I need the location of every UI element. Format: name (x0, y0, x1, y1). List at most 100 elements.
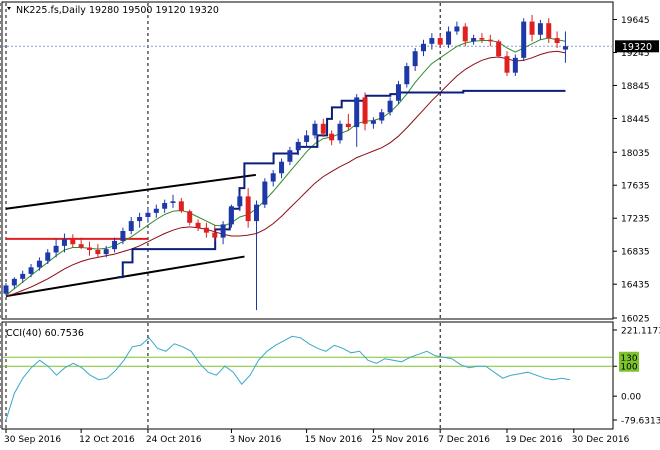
bear-candle (195, 222, 201, 228)
bear-candle (187, 211, 193, 223)
bull-candle (3, 285, 9, 294)
bear-candle (496, 41, 502, 57)
bull-candle (562, 46, 568, 50)
cci-title: CCI(40) 60.7536 (6, 328, 84, 339)
price-tick-label: 16435 (621, 281, 650, 291)
bull-candle (412, 51, 418, 67)
price-tick-label: 17635 (621, 182, 650, 192)
bear-candle (504, 56, 510, 73)
price-tick-label: 18445 (621, 115, 650, 125)
bull-candle (20, 273, 26, 279)
symbol-title: NK225.fs,Daily (16, 5, 86, 16)
bull-candle (395, 84, 401, 101)
bull-candle (36, 260, 42, 268)
bull-candle (304, 135, 310, 142)
date-tick-label: 3 Nov 2016 (229, 435, 281, 445)
collapse-arrow-icon[interactable] (7, 7, 11, 10)
date-tick-label: 25 Nov 2016 (371, 435, 429, 445)
bull-candle (429, 38, 435, 44)
bull-candle (228, 206, 234, 225)
price-panel-frame (1, 1, 614, 320)
bull-candle (512, 57, 518, 73)
date-tick-label: 30 Dec 2016 (572, 435, 630, 445)
bull-candle (270, 173, 276, 182)
slow-moving-average-line (5, 50, 566, 297)
bear-candle (479, 38, 485, 40)
date-tick-label: 7 Dec 2016 (438, 435, 490, 445)
bull-candle (220, 224, 226, 238)
bull-candle (11, 278, 17, 286)
bull-candle (112, 240, 118, 250)
trendline (5, 173, 256, 210)
bull-candle (454, 26, 460, 32)
fast-moving-average-line (5, 37, 566, 296)
bull-candle (137, 216, 143, 222)
bear-candle (546, 23, 552, 39)
cci-level-tag (619, 351, 639, 363)
bull-candle (387, 100, 393, 113)
cci-line (5, 335, 571, 421)
price-tick-label: 16025 (621, 315, 650, 325)
date-tick-label: 19 Dec 2016 (505, 435, 563, 445)
chart-header: NK225.fs,Daily 19280 19500 19120 19320 (7, 5, 219, 16)
bull-candle (471, 38, 477, 42)
bull-candle (170, 201, 176, 203)
bull-candle (537, 23, 543, 35)
date-tick-label: 15 Nov 2016 (305, 435, 363, 445)
bear-candle (78, 244, 84, 248)
price-tick-label: 16835 (621, 248, 650, 258)
cci-level-tag (619, 360, 639, 372)
bear-candle (95, 249, 101, 255)
bear-candle (345, 123, 351, 128)
date-tick-label: 12 Oct 2016 (79, 435, 135, 445)
bull-candle (153, 208, 159, 213)
bull-candle (262, 181, 268, 205)
cci-tick-label: 221.1173 (621, 327, 660, 337)
last-price-label: 19320 (622, 42, 652, 53)
bull-candle (103, 249, 109, 255)
candles (3, 14, 568, 311)
cci-level-label: 130 (620, 354, 637, 364)
bull-candle (521, 21, 527, 58)
bull-candle (379, 112, 385, 121)
bear-candle (212, 232, 218, 238)
bull-candle (337, 123, 343, 141)
bull-candle (370, 120, 376, 124)
bear-candle (178, 201, 184, 212)
price-tick-label: 18035 (621, 149, 650, 159)
cci-plot (3, 335, 612, 421)
bear-candle (487, 39, 493, 42)
bull-candle (354, 97, 360, 128)
trendline (5, 255, 245, 298)
bull-candle (237, 196, 243, 207)
bull-candle (254, 204, 259, 222)
bull-candle (446, 31, 452, 45)
bear-candle (203, 227, 209, 233)
bear-candle (437, 38, 443, 45)
bull-candle (145, 212, 151, 217)
bull-candle (287, 150, 293, 162)
cci-tick-label: 0.00 (621, 393, 641, 403)
date-tick-label: 30 Sep 2016 (4, 435, 61, 445)
bull-candle (120, 231, 126, 241)
price-tick-label: 19645 (621, 16, 650, 26)
bull-candle (295, 141, 301, 151)
bull-candle (61, 239, 67, 246)
date-tick-label: 24 Oct 2016 (146, 435, 202, 445)
cci-level-label: 100 (620, 363, 637, 373)
bull-candle (162, 202, 168, 209)
price-tick-label: 18845 (621, 82, 650, 92)
price-tick-label: 19245 (621, 49, 650, 59)
date-axis: 30 Sep 2016 12 Oct 2016 24 Oct 2016 3 Nov 2… (4, 429, 630, 445)
last-price-tag: 19320 (615, 40, 659, 53)
bull-candle (53, 245, 59, 253)
grid-lines (0, 3, 612, 428)
bear-candle (529, 21, 535, 35)
bear-candle (554, 38, 560, 43)
bull-candle (279, 161, 285, 174)
cci-tick-label: -79.6313 (621, 417, 660, 427)
bear-candle (362, 97, 368, 124)
bear-candle (245, 196, 251, 222)
